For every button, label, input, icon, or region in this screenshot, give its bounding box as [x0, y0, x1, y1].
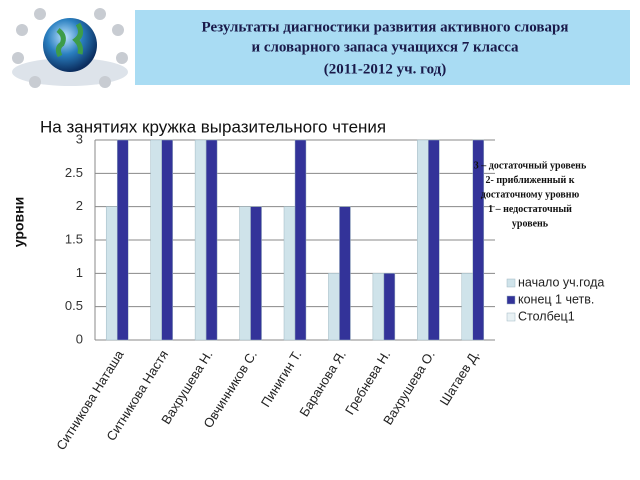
x-tick-label: Баранова Я. — [296, 347, 349, 419]
x-tick-label: Шатаев Д. — [437, 347, 483, 408]
bar — [328, 273, 340, 341]
bar — [428, 139, 440, 341]
bar — [239, 206, 251, 341]
bar — [194, 139, 207, 341]
header-line: Результаты диагностики развития активног… — [202, 19, 569, 35]
bar — [339, 206, 351, 341]
header-line: (2011-2012 уч. год) — [324, 61, 446, 77]
x-tick-label: Пинигин Т. — [258, 347, 305, 409]
bar — [116, 139, 129, 341]
annotation: уровень — [512, 218, 549, 229]
y-axis-label: уровни — [11, 197, 27, 247]
header-box — [135, 10, 630, 85]
y-tick-label: 0.5 — [65, 298, 83, 313]
bar — [372, 273, 385, 341]
legend-label: начало уч.года — [518, 275, 604, 289]
bar — [283, 206, 296, 341]
bar — [294, 139, 307, 341]
annotation: 2- приближенный к — [486, 175, 575, 186]
annotation: 3 – достаточный уровень — [474, 160, 587, 171]
legend-label: Столбец1 — [518, 309, 575, 323]
y-tick-label: 1.5 — [65, 231, 83, 246]
bar — [161, 139, 173, 341]
y-tick-label: 2.5 — [65, 165, 83, 180]
legend-swatch — [506, 312, 516, 322]
bar — [205, 139, 218, 341]
bar — [150, 139, 162, 341]
y-tick-label: 2 — [76, 198, 83, 213]
y-tick-label: 1 — [76, 265, 83, 280]
bar — [383, 273, 396, 341]
globe-icon — [12, 8, 128, 88]
bar — [417, 139, 429, 341]
y-tick-label: 0 — [76, 331, 83, 346]
legend-label: конец 1 четв. — [518, 292, 594, 306]
annotation: 1 – недостаточный — [488, 204, 572, 215]
header-line: и словарного запаса учащихся 7 класса — [251, 39, 519, 55]
y-tick-label: 3 — [76, 131, 83, 146]
bar — [105, 206, 118, 341]
annotation: достаточному уровню — [481, 189, 580, 200]
legend-swatch — [506, 278, 516, 288]
bar — [472, 139, 485, 341]
x-tick-label: Гребнева Н. — [342, 347, 393, 417]
bar — [250, 206, 262, 341]
legend-swatch — [506, 295, 516, 305]
bar — [461, 273, 474, 341]
chart-title: На занятиях кружка выразительного чтения — [40, 117, 386, 136]
